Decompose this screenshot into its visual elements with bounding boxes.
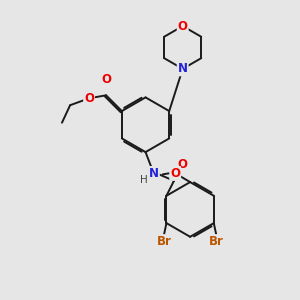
Text: O: O [84,92,94,105]
Text: O: O [177,158,187,171]
Text: O: O [170,167,180,180]
Text: O: O [178,20,188,33]
Text: N: N [149,167,159,180]
Text: N: N [178,62,188,75]
Text: Br: Br [209,235,224,248]
Text: O: O [101,73,111,86]
Text: H: H [140,175,148,185]
Text: Br: Br [157,235,172,248]
